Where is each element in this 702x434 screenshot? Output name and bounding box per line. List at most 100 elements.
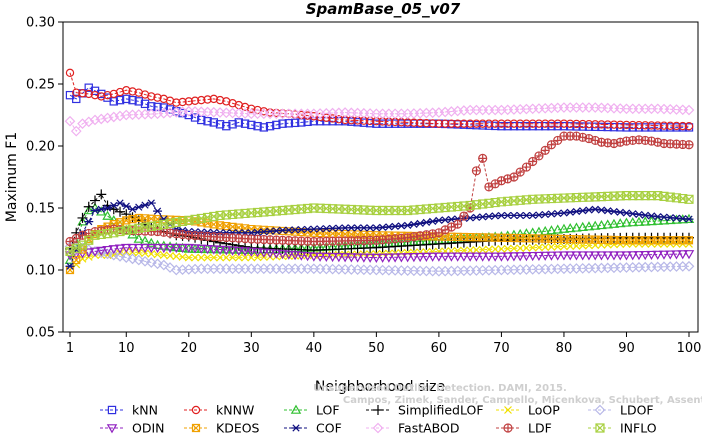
data-point-loop (510, 244, 518, 253)
data-point-odin (183, 243, 195, 254)
legend-item-ldof: LDOF (588, 403, 654, 418)
data-point-odin (458, 252, 470, 262)
data-point-cof (684, 215, 694, 223)
y-tick-label: 0.25 (26, 78, 55, 93)
data-point-ldf (684, 140, 694, 150)
data-point-odin (439, 252, 451, 262)
y-axis-label: Maximum F1 (4, 132, 20, 222)
data-point-knnw (178, 97, 187, 107)
data-point-cof (615, 208, 625, 216)
data-point-cof (646, 212, 656, 220)
data-point-knnw (465, 119, 475, 128)
legend-label: COF (316, 421, 342, 434)
data-point-knnw (628, 120, 637, 130)
data-point-odin (527, 251, 538, 262)
data-point-odin (533, 251, 545, 262)
data-point-ldof (145, 257, 157, 268)
data-point-lof (233, 244, 245, 254)
data-point-ldf (553, 135, 563, 146)
data-point-odin (683, 250, 695, 260)
legend-marker (106, 424, 118, 434)
data-point-odin (640, 250, 651, 261)
data-point-knnw (440, 119, 450, 128)
data-point-knnw (415, 118, 425, 128)
legend-marker (191, 423, 201, 433)
data-point-loop (228, 253, 237, 262)
data-point-odin (414, 252, 426, 263)
series-knnw (65, 68, 694, 131)
data-point-odin (383, 253, 395, 263)
data-point-simplifiedlof (77, 212, 88, 223)
data-point-lof (602, 219, 613, 229)
data-point-ldof (139, 255, 151, 267)
data-point-simplifiedlof (90, 195, 101, 206)
data-point-cof (571, 207, 581, 216)
data-point-knn (247, 120, 256, 130)
data-point-ldof (127, 253, 138, 265)
data-point-fastabod (77, 118, 88, 130)
data-point-knnw (647, 121, 656, 130)
data-point-odin (446, 252, 457, 262)
data-point-knnw (247, 104, 256, 114)
y-tick-label: 0.20 (26, 140, 55, 155)
data-point-knn (228, 120, 237, 129)
data-point-loop (572, 242, 581, 250)
data-point-cof (421, 218, 431, 227)
data-point-loop (535, 243, 543, 252)
data-point-lof (164, 241, 176, 251)
data-point-knnw (597, 120, 606, 129)
legend-item-lof: LOF (284, 403, 340, 418)
data-point-odin (214, 245, 226, 255)
data-point-odin (558, 251, 570, 261)
data-point-knnw (515, 119, 525, 128)
data-point-cof (153, 207, 163, 215)
data-point-odin (227, 246, 238, 256)
data-point-cof (565, 208, 575, 216)
data-point-knn (272, 120, 281, 130)
data-point-knnw (522, 119, 531, 128)
data-point-loop (172, 252, 181, 261)
series-inflo (65, 191, 694, 256)
data-point-fastabod (683, 104, 695, 116)
data-point-knnw (634, 120, 644, 130)
data-point-odin (583, 251, 595, 261)
data-point-simplifiedlof (115, 206, 126, 217)
data-point-knn (265, 121, 275, 131)
data-point-odin (677, 250, 688, 260)
data-point-knn (234, 118, 244, 127)
data-point-cof (609, 207, 619, 216)
data-point-ldof (133, 254, 145, 266)
legend-marker (291, 424, 301, 432)
data-point-cof (84, 218, 94, 226)
data-point-knnw (84, 89, 93, 99)
data-point-knn (184, 110, 193, 120)
data-point-loop (153, 250, 162, 259)
data-point-odin (146, 243, 157, 254)
data-point-knnw (197, 95, 206, 105)
data-point-odin (139, 243, 151, 254)
data-point-loop (560, 242, 568, 251)
data-point-lof (558, 223, 570, 233)
data-point-knnw (641, 121, 650, 130)
data-point-loop (147, 249, 156, 258)
data-point-knn (153, 102, 162, 112)
data-point-odin (658, 250, 670, 260)
data-point-lof (171, 242, 182, 252)
data-point-odin (302, 252, 313, 262)
data-point-lof (146, 237, 157, 247)
data-point-knn (72, 94, 81, 104)
watermark: Unsupervised Outlier Detection. DAMI, 20… (313, 383, 702, 406)
data-point-knnw (97, 92, 106, 101)
data-point-odin (652, 250, 663, 260)
data-point-lof (589, 220, 601, 230)
data-point-lof (621, 217, 632, 227)
data-point-odin (521, 252, 532, 262)
legend-item-knn: kNN (100, 403, 158, 418)
data-point-kdeos (72, 255, 81, 265)
data-point-odin (608, 251, 620, 261)
data-point-lof (627, 217, 638, 227)
data-point-odin (264, 249, 276, 259)
data-point-knnw (591, 120, 600, 129)
data-point-knnw (209, 94, 219, 104)
data-point-knnw (65, 68, 75, 78)
